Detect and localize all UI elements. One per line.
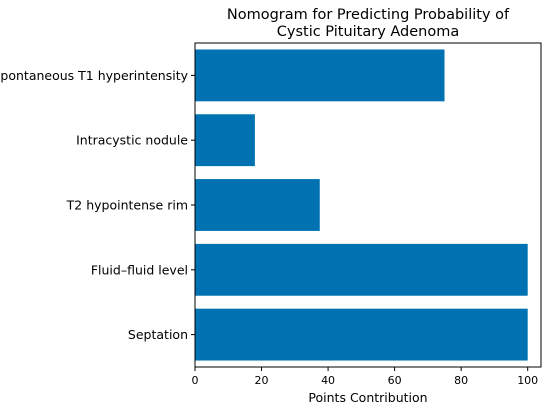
bar-3	[195, 243, 528, 296]
plot-frame	[194, 42, 542, 368]
x-tick-label-4: 80	[454, 374, 468, 387]
category-label-2: T2 hypointense rim	[66, 198, 188, 213]
bar-0	[195, 49, 445, 102]
x-tick-label-1: 20	[255, 374, 269, 387]
chart-title-line-1: Nomogram for Predicting Probability of	[227, 7, 510, 23]
bar-1	[195, 114, 255, 167]
x-tick-label-2: 40	[321, 374, 335, 387]
bar-2	[195, 179, 320, 231]
chart-title-line-2: Cystic Pituitary Adenoma	[277, 24, 460, 40]
category-labels: Spontaneous T1 hyperintensity Intracystic…	[0, 68, 195, 342]
bars-group	[195, 49, 528, 361]
x-tick-label-0: 0	[192, 374, 199, 387]
category-label-1: Intracystic nodule	[76, 133, 188, 148]
category-label-0: Spontaneous T1 hyperintensity	[0, 68, 189, 83]
x-axis-label: Points Contribution	[308, 390, 427, 405]
x-tick-label-5: 100	[517, 374, 538, 387]
category-label-4: Septation	[128, 327, 188, 342]
bar-4	[195, 308, 528, 361]
category-label-3: Fluid–fluid level	[91, 262, 188, 277]
x-axis-ticks: 0 20 40 60 80 100	[192, 367, 538, 387]
x-tick-label-3: 60	[388, 374, 402, 387]
